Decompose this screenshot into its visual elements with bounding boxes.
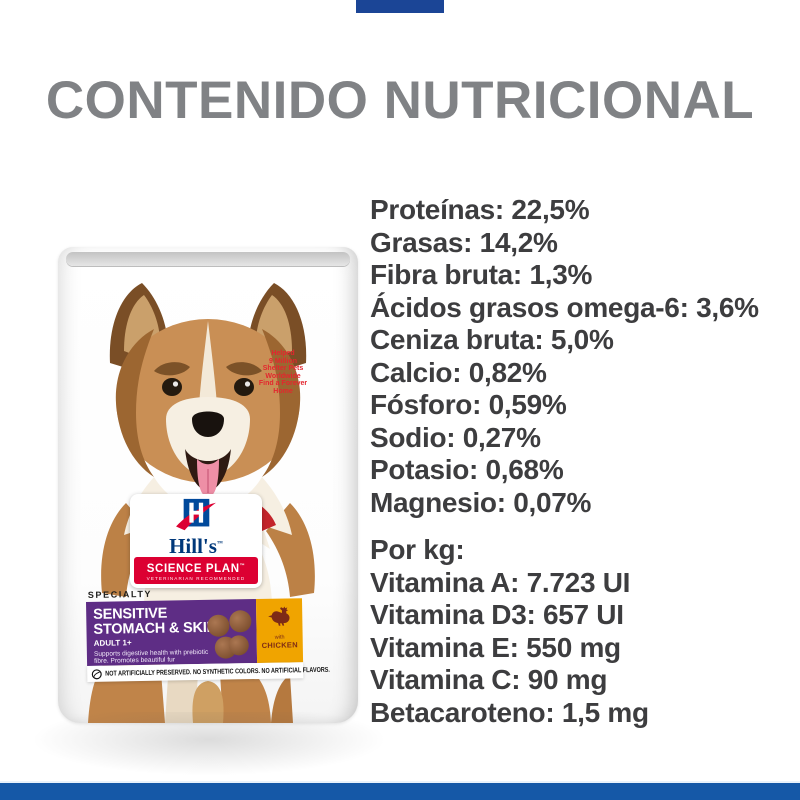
- nutrition-line: Proteínas: 22,5%: [370, 194, 590, 225]
- no-additives-icon: [91, 668, 102, 679]
- banner-text: SCIENCE PLAN: [146, 562, 240, 575]
- nutrition-line: Calcio: 0,82%: [370, 356, 547, 388]
- helped-shelter-pets-badge: Helped 9 Million Shelter Pets Worldwide Find…: [254, 350, 312, 396]
- nutrition-line: Ácidos grasos omega-6: 3,6%: [370, 291, 759, 323]
- nutrition-line: Fibra bruta: 1,3%: [370, 259, 593, 290]
- nutrition-line: Fósforo: 0,59%: [370, 389, 567, 420]
- bag-shadow: [20, 712, 398, 778]
- claims-text: NOT ARTIFICIALLY PRESERVED. NO SYNTHETIC…: [105, 666, 330, 678]
- helped-badge-line: 9 Million: [269, 357, 297, 365]
- per-kg-line: Betacaroteno: 1,5 mg: [370, 696, 649, 728]
- product-bag: Helped 9 Million Shelter Pets Worldwide Find…: [58, 247, 358, 723]
- nutrition-analysis-list: Proteínas: 22,5% Grasas: 14,2% Fibra bruta…: [370, 194, 780, 519]
- per-kg-line: Vitamina C: 90 mg: [370, 664, 608, 695]
- top-accent-bar: [356, 0, 444, 13]
- claims-strip: NOT ARTIFICIALLY PRESERVED. NO SYNTHETIC…: [87, 662, 330, 682]
- banner-trademark: ™: [239, 563, 246, 569]
- nutrition-line: Sodio: 0,27%: [370, 421, 541, 453]
- helped-badge-line: Find a Forever: [258, 380, 308, 388]
- nutrition-panel: Proteínas: 22,5% Grasas: 14,2% Fibra bruta…: [370, 194, 780, 729]
- hills-emblem-icon: [176, 498, 216, 531]
- helped-badge-line: Worldwide: [265, 372, 301, 380]
- per-kg-title: Por kg:: [370, 534, 465, 565]
- helped-badge-line: Helped: [271, 350, 295, 357]
- nutrition-line: Potasio: 0,68%: [370, 454, 564, 485]
- chicken-icon: [268, 606, 290, 626]
- nutrition-line: Ceniza bruta: 5,0%: [370, 324, 614, 355]
- product-label-band: SPECIALTY SENSITIVE STOMACH & SKIN ADULT…: [86, 589, 330, 682]
- bag-zip-seal: [66, 252, 350, 266]
- page-title: CONTENIDO NUTRICIONAL: [45, 71, 755, 130]
- trademark-symbol: ™: [216, 541, 223, 547]
- brand-text: Hill's: [169, 534, 217, 558]
- per-kg-line: Vitamina D3: 657 UI: [370, 599, 624, 630]
- helped-badge-line: Shelter Pets: [262, 365, 304, 373]
- per-kg-line: Vitamina A: 7.723 UI: [370, 566, 631, 598]
- science-plan-text: SCIENCE PLAN™: [134, 560, 258, 575]
- nutrition-line: Magnesio: 0,07%: [370, 486, 592, 518]
- hills-logo-card: Hill's™ SCIENCE PLAN™ VETERINARIAN RECOM…: [130, 494, 262, 588]
- flavor-name: CHICKEN: [261, 640, 298, 650]
- hills-wordmark: Hill's™: [130, 534, 262, 557]
- flavor-box: with CHICKEN: [255, 598, 304, 664]
- helped-badge-line: Home: [273, 387, 293, 395]
- nutrition-line: Grasas: 14,2%: [370, 226, 558, 258]
- specialty-label: SPECIALTY: [87, 588, 153, 600]
- bottom-accent-bar: [0, 781, 800, 800]
- product-variant-box: SENSITIVE STOMACH & SKIN ADULT 1+ Suppor…: [86, 599, 258, 666]
- science-plan-banner: SCIENCE PLAN™ VETERINARIAN RECOMMENDED: [134, 557, 258, 584]
- per-kg-line: Vitamina E: 550 mg: [370, 631, 621, 663]
- veterinarian-recommended-text: VETERINARIAN RECOMMENDED: [146, 575, 246, 581]
- per-kg-list: Vitamina A: 7.723 UI Vitamina D3: 657 UI V…: [370, 567, 780, 730]
